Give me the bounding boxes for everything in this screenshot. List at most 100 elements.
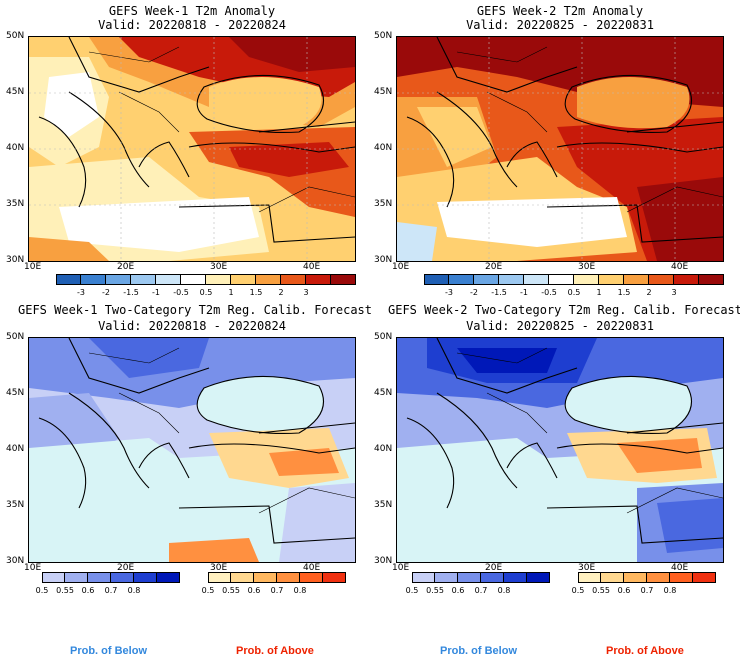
- colorbar-swatch: [601, 572, 624, 583]
- lat-label: 30N: [6, 255, 25, 265]
- colorbar-tick-label: 0.5: [35, 586, 49, 595]
- colorbar-tick-label: 0.6: [81, 586, 95, 595]
- lat-label: 50N: [6, 332, 25, 342]
- colorbar-tick-label: 0.7: [270, 586, 284, 595]
- colorbar-swatch: [458, 572, 481, 583]
- colorbar-tick-label: -2: [470, 288, 478, 297]
- colorbar-tick-label: -0.5: [173, 288, 189, 297]
- colorbar-swatch: [306, 274, 331, 285]
- colorbar-swatch: [256, 274, 281, 285]
- anomaly-colorbar-week2-border: [424, 274, 724, 285]
- colorbar-tick-label: 0.55: [222, 586, 240, 595]
- colorbar-swatch: [527, 572, 550, 583]
- colorbar-swatch: [281, 274, 306, 285]
- colorbar-swatch: [156, 274, 181, 285]
- lat-label: 35N: [6, 500, 25, 510]
- panel2-title: GEFS Week-2 T2m Anomaly: [476, 4, 644, 18]
- lon-label: 40E: [671, 262, 689, 272]
- prob-above-label-left: Prob. of Above: [236, 645, 314, 657]
- colorbar-tick-label: 0.8: [293, 586, 307, 595]
- lon-label: 30E: [578, 563, 596, 573]
- above-colorbar-week1-border: [208, 572, 346, 583]
- colorbar-swatch: [323, 572, 346, 583]
- colorbar-swatch: [111, 572, 134, 583]
- lat-label: 45N: [374, 388, 393, 398]
- anomaly-colorbar-week1: [56, 274, 356, 285]
- colorbar-tick-label: -1.5: [491, 288, 507, 297]
- lat-label: 40N: [6, 143, 25, 153]
- colorbar-tick-label: 3: [303, 288, 309, 297]
- colorbar-swatch: [699, 274, 724, 285]
- lon-label: 40E: [671, 563, 689, 573]
- colorbar-swatch: [670, 572, 693, 583]
- colorbar-tick-label: 0.8: [497, 586, 511, 595]
- panel4-title: GEFS Week-2 Two-Category T2m Reg. Calib.…: [388, 303, 740, 317]
- colorbar-swatch: [206, 274, 231, 285]
- colorbar-tick-label: 0.7: [640, 586, 654, 595]
- lon-label: 30E: [578, 262, 596, 272]
- lon-label: 10E: [392, 262, 410, 272]
- colorbar-tick-label: 0.7: [474, 586, 488, 595]
- colorbar-swatch: [647, 572, 670, 583]
- lon-label: 40E: [303, 262, 321, 272]
- lon-label: 10E: [24, 563, 42, 573]
- lat-label: 50N: [6, 31, 25, 41]
- panel3-valid: Valid: 20220818 - 20220824: [98, 319, 286, 333]
- colorbar-tick-label: -1: [152, 288, 160, 297]
- colorbar-swatch: [254, 572, 277, 583]
- colorbar-swatch: [649, 274, 674, 285]
- colorbar-swatch: [88, 572, 111, 583]
- colorbar-swatch: [599, 274, 624, 285]
- colorbar-tick-label: 2: [646, 288, 652, 297]
- colorbar-tick-label: -3: [77, 288, 85, 297]
- colorbar-swatch: [624, 572, 647, 583]
- colorbar-tick-label: -1: [520, 288, 528, 297]
- colorbar-swatch: [624, 274, 649, 285]
- lat-label: 45N: [6, 87, 25, 97]
- colorbar-swatch: [42, 572, 65, 583]
- colorbar-tick-label: 2: [278, 288, 284, 297]
- below-colorbar-week1: [42, 572, 180, 583]
- map-week2-anomaly: [396, 36, 724, 262]
- colorbar-swatch: [56, 274, 81, 285]
- lat-label: 30N: [374, 556, 393, 566]
- panel3-title: GEFS Week-1 Two-Category T2m Reg. Calib.…: [18, 303, 373, 317]
- prob-below-label-right: Prob. of Below: [440, 645, 517, 657]
- colorbar-swatch: [300, 572, 323, 583]
- anomaly-colorbar-week2: [424, 274, 724, 285]
- above-colorbar-week1: [208, 572, 346, 583]
- lon-label: 30E: [210, 262, 228, 272]
- colorbar-tick-label: 0.55: [592, 586, 610, 595]
- colorbar-swatch: [277, 572, 300, 583]
- colorbar-swatch: [549, 274, 574, 285]
- colorbar-tick-label: 0.6: [451, 586, 465, 595]
- lat-label: 35N: [374, 500, 393, 510]
- colorbar-swatch: [424, 274, 449, 285]
- lat-label: 30N: [6, 556, 25, 566]
- lon-label: 10E: [392, 563, 410, 573]
- colorbar-tick-label: 0.5: [405, 586, 419, 595]
- colorbar-tick-label: 1.5: [617, 288, 631, 297]
- colorbar-tick-label: 0.55: [56, 586, 74, 595]
- colorbar-swatch: [524, 274, 549, 285]
- colorbar-swatch: [412, 572, 435, 583]
- colorbar-tick-label: 0.6: [617, 586, 631, 595]
- colorbar-swatch: [131, 274, 156, 285]
- lon-label: 30E: [210, 563, 228, 573]
- lon-label: 20E: [485, 563, 503, 573]
- lat-label: 30N: [374, 255, 393, 265]
- colorbar-swatch: [65, 572, 88, 583]
- prob-below-label-left: Prob. of Below: [70, 645, 147, 657]
- colorbar-tick-label: -0.5: [541, 288, 557, 297]
- colorbar-tick-label: 0.5: [199, 288, 213, 297]
- above-colorbar-week2-border: [578, 572, 716, 583]
- lat-label: 40N: [6, 444, 25, 454]
- map-week1-probability: [28, 337, 356, 563]
- colorbar-tick-label: 0.5: [571, 586, 585, 595]
- lat-label: 50N: [374, 332, 393, 342]
- colorbar-swatch: [499, 274, 524, 285]
- lon-label: 20E: [117, 262, 135, 272]
- map-week2-probability: [396, 337, 724, 563]
- colorbar-swatch: [474, 274, 499, 285]
- anomaly-colorbar-week1-border: [56, 274, 356, 285]
